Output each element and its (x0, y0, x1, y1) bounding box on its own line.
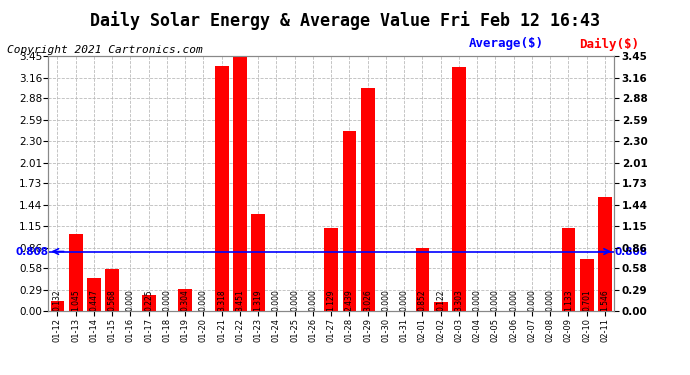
Text: 0.000: 0.000 (126, 289, 135, 311)
Text: 1.129: 1.129 (326, 290, 336, 311)
Bar (50, 302, 64, 311)
Bar (215, 66, 228, 311)
Text: 1.045: 1.045 (71, 289, 80, 311)
Bar (452, 67, 466, 311)
Text: 0.000: 0.000 (509, 289, 518, 311)
Text: 0.000: 0.000 (162, 289, 171, 311)
Text: Copyright 2021 Cartronics.com: Copyright 2021 Cartronics.com (7, 45, 203, 55)
Bar (343, 131, 356, 311)
Bar (106, 269, 119, 311)
Bar (562, 228, 575, 311)
Text: 0.304: 0.304 (181, 289, 190, 311)
Bar (69, 234, 83, 311)
Bar (87, 278, 101, 311)
Bar (233, 56, 247, 311)
Text: 0.000: 0.000 (527, 289, 536, 311)
Bar (142, 295, 155, 311)
Text: 0.000: 0.000 (308, 289, 317, 311)
Text: 0.122: 0.122 (436, 290, 445, 311)
Text: 1.546: 1.546 (600, 289, 609, 311)
Text: 0.852: 0.852 (418, 289, 427, 311)
Text: 0.225: 0.225 (144, 289, 153, 311)
Bar (415, 248, 429, 311)
Text: 3.303: 3.303 (455, 289, 464, 311)
Text: 0.447: 0.447 (90, 289, 99, 311)
Bar (361, 88, 375, 311)
Bar (434, 302, 448, 311)
Bar (580, 260, 593, 311)
Text: Average($): Average($) (469, 38, 544, 51)
Text: 0.000: 0.000 (473, 289, 482, 311)
Text: 0.000: 0.000 (290, 289, 299, 311)
Text: 0.000: 0.000 (382, 289, 391, 311)
Bar (324, 228, 338, 311)
Text: Daily Solar Energy & Average Value Fri Feb 12 16:43: Daily Solar Energy & Average Value Fri F… (90, 11, 600, 30)
Text: 3.026: 3.026 (363, 289, 372, 311)
Text: 2.439: 2.439 (345, 289, 354, 311)
Text: 0.701: 0.701 (582, 289, 591, 311)
Bar (598, 197, 612, 311)
Text: 0.808: 0.808 (614, 246, 647, 256)
Text: 3.318: 3.318 (217, 289, 226, 311)
Text: 0.568: 0.568 (108, 289, 117, 311)
Text: Daily($): Daily($) (580, 38, 640, 51)
Text: 1.319: 1.319 (254, 289, 263, 311)
Text: 0.000: 0.000 (400, 289, 408, 311)
Text: 3.451: 3.451 (235, 289, 244, 311)
Text: 0.132: 0.132 (53, 289, 62, 311)
Text: 1.133: 1.133 (564, 289, 573, 311)
Text: 0.000: 0.000 (546, 289, 555, 311)
Text: 0.000: 0.000 (272, 289, 281, 311)
Text: 0.000: 0.000 (491, 289, 500, 311)
Text: 0.808: 0.808 (15, 246, 48, 256)
Text: 0.000: 0.000 (199, 289, 208, 311)
Bar (178, 289, 192, 311)
Bar (251, 214, 265, 311)
